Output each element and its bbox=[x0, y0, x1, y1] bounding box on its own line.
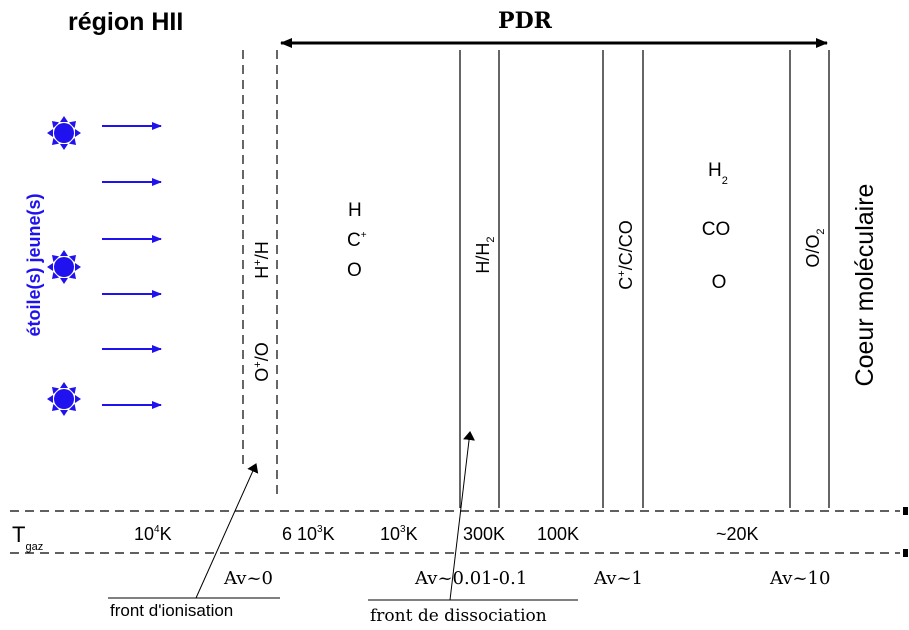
temperature-value-2: 6 103K bbox=[282, 524, 335, 544]
h-h2-label: H/H2 bbox=[473, 236, 497, 273]
band-end-mark-top bbox=[903, 507, 908, 515]
ionisation-front-pointer bbox=[195, 463, 259, 599]
molecular-o-label: O bbox=[712, 272, 727, 293]
star-icon bbox=[47, 116, 81, 150]
ionisation-front-label: front d'ionisation bbox=[110, 601, 233, 620]
band-end-mark-bottom bbox=[903, 549, 908, 557]
o-o2-label: O/O2 bbox=[803, 228, 827, 267]
atomic-o-label: O bbox=[347, 260, 362, 281]
extinction-value-2: Av~0.01-0.1 bbox=[414, 568, 527, 589]
extinction-value-1: Av~0 bbox=[223, 568, 273, 589]
star-icon bbox=[47, 250, 81, 284]
temperature-value-6: ~20K bbox=[716, 524, 759, 544]
t-gas-label: Tgaz bbox=[12, 522, 43, 553]
o-ion-label: O+/O bbox=[252, 342, 272, 381]
atomic-h-label: H bbox=[348, 200, 362, 221]
pdr-title: PDR bbox=[498, 8, 553, 34]
temperature-value-1: 104K bbox=[134, 524, 172, 544]
extinction-value-4: Av~10 bbox=[769, 568, 830, 589]
h-ion-label: H+/H bbox=[252, 241, 272, 278]
star-icon bbox=[47, 382, 81, 416]
young-stars-label: étoile(s) jeune(s) bbox=[24, 193, 44, 336]
molecular-core-label: Coeur moléculaire bbox=[851, 184, 879, 387]
molecular-h2-label: H2 bbox=[708, 160, 728, 187]
temperature-value-4: 300K bbox=[463, 524, 505, 544]
temperature-value-5: 100K bbox=[537, 524, 579, 544]
atomic-c-label: C+ bbox=[347, 230, 367, 251]
carbon-label: C+/C/CO bbox=[616, 220, 636, 289]
temperature-value-3: 103K bbox=[380, 524, 418, 544]
region-hii-title: région HII bbox=[68, 8, 183, 36]
extinction-value-3: Av~1 bbox=[593, 568, 643, 589]
dissociation-front-pointer bbox=[449, 431, 476, 601]
molecular-co-label: CO bbox=[702, 219, 731, 240]
dissociation-front-label: front de dissociation bbox=[370, 606, 547, 626]
